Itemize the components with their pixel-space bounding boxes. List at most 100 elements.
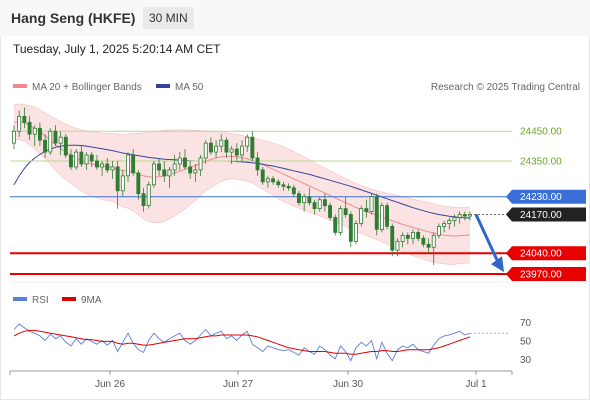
candle-body: [400, 234, 405, 242]
candle-body: [43, 139, 47, 153]
instrument-title: Hang Seng (HKFE): [11, 10, 136, 26]
candle-body: [11, 130, 16, 144]
candle-body: [136, 172, 141, 195]
candle-body: [291, 187, 296, 195]
rsi-ma-line: [13, 329, 471, 355]
rsi-line: [13, 323, 471, 362]
forecast-arrow-line: [474, 213, 500, 263]
candle-body: [234, 148, 239, 156]
timeframe-badge[interactable]: 30 MIN: [143, 7, 194, 29]
candle-body: [239, 145, 244, 156]
candle-body: [271, 178, 275, 183]
level-tag-24040.00: [506, 246, 586, 261]
candle-body: [359, 208, 364, 224]
candle-body: [110, 166, 115, 171]
candle-body: [141, 193, 146, 206]
candle-body: [317, 199, 322, 209]
x-tick-label: Jun 30: [333, 379, 363, 390]
ma50-legend-swatch: [156, 84, 170, 88]
candle-body: [255, 157, 260, 171]
candle-body: [53, 130, 58, 144]
candle-body: [343, 208, 348, 216]
candle-body: [307, 196, 312, 204]
credit-text: Research © 2025 Trading Central: [431, 82, 580, 93]
candle-body: [395, 240, 400, 251]
candle-body: [369, 196, 374, 212]
x-tick-label: Jul 1: [465, 379, 487, 390]
candle-body: [302, 196, 307, 204]
candle-body: [296, 193, 301, 203]
candle-body: [431, 234, 436, 248]
rsi-tick-50: 50: [520, 337, 532, 348]
rsi-tick-30: 30: [520, 355, 532, 366]
candle-body: [157, 163, 161, 171]
candle-body: [312, 202, 317, 210]
candle-body: [32, 127, 37, 135]
candle-body: [146, 184, 151, 207]
candle-body: [286, 185, 291, 189]
candle-body: [374, 196, 379, 230]
candle-body: [84, 154, 89, 165]
candle-body: [457, 214, 462, 218]
candle-body: [89, 154, 94, 162]
candle-body: [79, 151, 84, 165]
candle-body: [467, 214, 472, 217]
candle-body: [385, 205, 389, 227]
candle-body: [198, 157, 203, 171]
candle-body: [203, 142, 208, 159]
candle-body: [390, 225, 395, 251]
candle-body: [348, 214, 353, 242]
candle-body: [224, 139, 229, 153]
candle-body: [126, 154, 130, 177]
ma50-line: [13, 144, 471, 219]
header-bar: Hang Seng (HKFE) 30 MIN: [0, 0, 590, 36]
candle-body: [162, 169, 167, 177]
rsi-ma-legend-label: 9MA: [81, 295, 102, 306]
candle-body: [167, 169, 172, 177]
forecast-arrow-head: [491, 256, 504, 273]
candle-body: [421, 237, 426, 245]
candle-body: [208, 142, 213, 153]
candle-body: [115, 166, 120, 192]
candle-body: [379, 205, 384, 230]
main-plot: 24450.00 24350.00 24230.00 24170.00 24040.00…: [10, 103, 586, 282]
candle-body: [338, 208, 343, 233]
level-label-24450.00: 24450.00: [520, 127, 562, 138]
candle-body: [328, 205, 332, 218]
candle-body: [442, 223, 446, 227]
candle-body: [105, 163, 110, 171]
rsi-ma-legend-swatch: [62, 297, 76, 301]
candle-body: [48, 130, 53, 153]
candle-body: [364, 208, 369, 213]
candle-body: [250, 136, 255, 159]
candle-body: [131, 154, 136, 174]
candle-body: [447, 220, 452, 224]
level-label-23970.00: 23970.00: [520, 270, 562, 281]
candle-body: [193, 169, 198, 174]
candle-body: [260, 169, 265, 183]
candle-body: [182, 157, 187, 168]
x-axis: Jun 26 Jun 27 Jun 30 Jul 1: [9, 370, 513, 390]
candle-body: [58, 136, 63, 144]
rsi-plot: 70 50 30: [13, 318, 532, 366]
candle-body: [322, 199, 327, 207]
candle-body: [177, 157, 182, 165]
candle-body: [214, 145, 218, 153]
candle-body: [17, 116, 22, 132]
bollinger-legend-swatch: [13, 84, 27, 88]
level-tag-23970.00: [506, 267, 586, 282]
rsi-legend-swatch: [13, 297, 27, 301]
candle-body: [229, 148, 234, 153]
candle-body: [426, 243, 431, 248]
report-datetime: Tuesday, July 1, 2025 5:20:14 AM CET: [13, 42, 221, 56]
candle-body: [416, 231, 421, 239]
candle-body: [151, 163, 156, 186]
candle-body: [452, 217, 457, 221]
candle-body: [333, 217, 338, 233]
level-label-24040.00: 24040.00: [520, 249, 562, 260]
candle-body: [219, 139, 224, 147]
candle-body: [172, 163, 177, 171]
candle-body: [69, 154, 73, 168]
candle-body: [436, 225, 441, 236]
